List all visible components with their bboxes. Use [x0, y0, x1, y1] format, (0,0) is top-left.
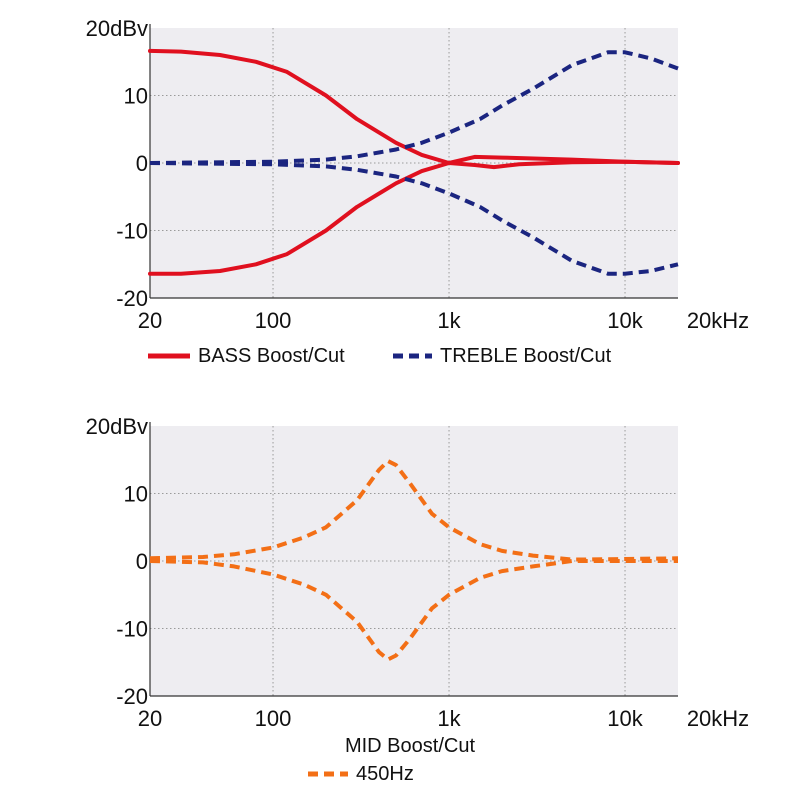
- x-tick-label: 1k: [437, 308, 461, 333]
- y-tick-label: 0: [136, 549, 148, 574]
- y-tick-label: -20: [116, 286, 148, 311]
- x-tick-label: 10k: [607, 308, 643, 333]
- x-tick-label: 100: [255, 706, 292, 731]
- x-tick-label: 1k: [437, 706, 461, 731]
- x-tick-label: 20: [138, 308, 162, 333]
- mid-curve: [149, 459, 679, 562]
- chart-caption: MID Boost/Cut: [345, 735, 475, 757]
- y-tick-label: -10: [116, 219, 148, 244]
- y-tick-label: 20dBv: [86, 414, 148, 439]
- legend-label: 450Hz: [356, 763, 414, 785]
- x-tick-label: 20: [138, 706, 162, 731]
- y-tick-label: -10: [116, 617, 148, 642]
- y-tick-label: 10: [124, 84, 148, 109]
- treble-curve: [149, 161, 679, 276]
- x-tick-label: 20kHz: [687, 308, 749, 333]
- legend-label: BASS Boost/Cut: [198, 345, 345, 367]
- legend-label: TREBLE Boost/Cut: [440, 345, 612, 367]
- y-tick-label: -20: [116, 684, 148, 709]
- mid-curve: [149, 559, 678, 662]
- y-tick-label: 20dBv: [86, 16, 148, 41]
- y-tick-label: 0: [136, 151, 148, 176]
- x-tick-label: 100: [255, 308, 292, 333]
- x-tick-label: 10k: [607, 706, 643, 731]
- bass-curve: [148, 48, 680, 165]
- bass-curve: [148, 159, 680, 276]
- y-tick-label: 10: [124, 482, 148, 507]
- x-tick-label: 20kHz: [687, 706, 749, 731]
- treble-curve: [149, 50, 679, 165]
